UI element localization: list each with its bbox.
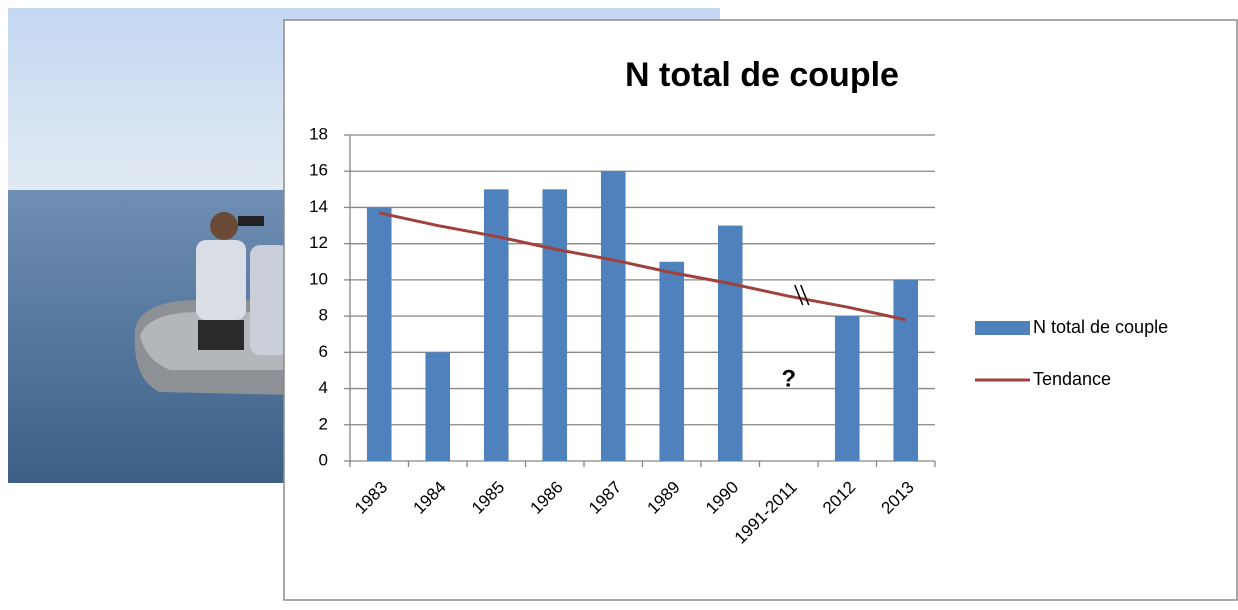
bar: [835, 316, 860, 461]
y-tick-label: 4: [319, 378, 328, 397]
y-tick-label: 0: [319, 450, 328, 469]
chart-title: N total de couple: [625, 56, 899, 94]
slide: N total de couple 0246810121416181983198…: [0, 0, 1238, 605]
bar: [484, 189, 509, 461]
y-tick-label: 16: [309, 161, 328, 180]
bar: [425, 352, 450, 461]
bar: [542, 189, 567, 461]
bar: [893, 280, 918, 461]
legend-swatch: [975, 321, 1030, 335]
legend-label: N total de couple: [1033, 317, 1168, 337]
bar: [659, 262, 684, 461]
y-tick-label: 12: [309, 233, 328, 252]
bar: [367, 207, 392, 461]
legend-label: Tendance: [1033, 369, 1111, 389]
bar: [718, 226, 743, 461]
y-tick-label: 6: [319, 342, 328, 361]
y-tick-label: 18: [309, 124, 328, 143]
y-tick-label: 8: [319, 306, 328, 325]
y-tick-label: 2: [319, 414, 328, 433]
annotation: ?: [781, 365, 796, 392]
bar: [601, 171, 626, 461]
y-tick-label: 10: [309, 269, 328, 288]
y-tick-label: 14: [309, 197, 328, 216]
